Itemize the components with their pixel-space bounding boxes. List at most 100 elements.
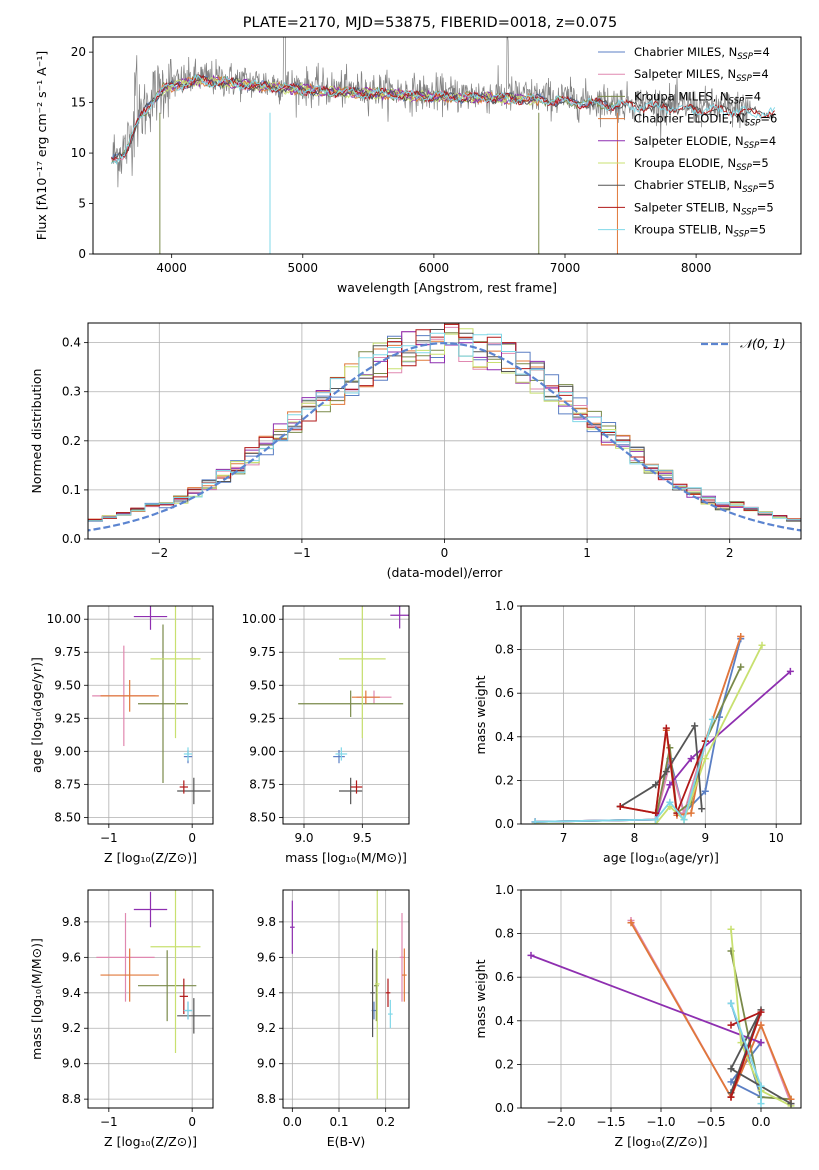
x-tick-label: −1.0 — [646, 1115, 675, 1129]
plot-area-age-vs-mass — [283, 606, 409, 824]
x-tick-label: 0 — [188, 1115, 196, 1129]
weight-point — [758, 641, 766, 649]
legend-subscript: SSP — [734, 230, 750, 240]
errorbar-salpeter-elodie — [133, 891, 168, 928]
spectrum-model-salpeter-stelib — [111, 74, 776, 161]
errorbar-salpeter-miles — [399, 913, 405, 1002]
axes-frame — [282, 605, 410, 825]
plot-area-weight-vs-age — [521, 606, 801, 824]
spectrum-model-kroupa-stelib — [111, 73, 776, 165]
axes-frame — [87, 322, 802, 540]
errorbar-chabrier-stelib — [339, 777, 363, 805]
legend-label: Kroupa MILES, NSSP=4 — [634, 89, 761, 106]
legend-count: =4 — [759, 134, 776, 148]
legend-count: =4 — [753, 45, 770, 59]
weight-point — [652, 809, 660, 817]
y-tick-label: 8.8 — [257, 1092, 276, 1106]
y-tick-label: 9.0 — [257, 1057, 276, 1071]
errorbar-chabrier-elodie — [100, 948, 159, 1002]
legend-subscript: SSP — [729, 96, 745, 106]
errorbar-chabrier-stelib — [370, 948, 375, 1038]
weight-series-kroupa-stelib — [727, 999, 765, 1108]
y-tick-label: 9.25 — [54, 711, 81, 725]
weight-point — [680, 816, 688, 824]
y-tick-label: 9.75 — [54, 645, 81, 659]
legend-count: =5 — [749, 223, 766, 237]
plot-area-residuals — [88, 323, 801, 539]
weight-point — [652, 816, 660, 824]
weight-point — [727, 1093, 735, 1101]
y-tick-label: 0.2 — [62, 434, 81, 448]
y-tick-label: 8.75 — [54, 777, 81, 791]
weight-point — [701, 787, 709, 795]
y-tick-label: 0.4 — [62, 336, 81, 350]
x-tick-label: −2.0 — [546, 1115, 575, 1129]
y-tick-label: 0.1 — [62, 483, 81, 497]
weight-point — [687, 809, 695, 817]
x-tick-label: −1 — [100, 1115, 118, 1129]
weight-point — [687, 755, 695, 763]
legend-count: =4 — [744, 89, 761, 103]
y-tick-label: 9.8 — [62, 915, 81, 929]
weight-point — [727, 1021, 735, 1029]
normal-curve — [88, 342, 801, 532]
weight-point — [701, 755, 709, 763]
x-tick-label: 10 — [769, 831, 784, 845]
y-axis-label: Flux [fλ10⁻¹⁷ erg cm⁻² s⁻¹ A⁻¹] — [34, 51, 49, 240]
x-axis-label: E(B-V) — [327, 1134, 366, 1149]
legend-count: =5 — [758, 178, 775, 192]
axes-frame — [520, 605, 802, 825]
weight-series-salpeter-stelib — [727, 1008, 765, 1101]
weight-series-salpeter-elodie — [527, 951, 765, 1047]
weight-point — [757, 1039, 765, 1047]
weight-point — [616, 803, 624, 811]
weight-point — [531, 818, 539, 824]
weight-point — [757, 1008, 765, 1016]
weight-point — [727, 925, 735, 933]
weight-point — [757, 1021, 765, 1029]
legend-label: Chabrier MILES, NSSP=4 — [634, 45, 770, 62]
weight-point — [786, 667, 794, 675]
y-tick-label: 0.4 — [495, 730, 514, 744]
x-tick-label: 9 — [701, 831, 709, 845]
y-tick-label: 9.4 — [62, 986, 81, 1000]
x-tick-label: 1 — [583, 546, 591, 560]
y-tick-label: 0.6 — [495, 970, 514, 984]
errorbar-kroupa-elodie — [150, 890, 201, 1054]
y-tick-label: 8.75 — [249, 777, 276, 791]
y-axis-label: age [log₁₀(age/yr)] — [29, 657, 44, 773]
weight-point — [737, 633, 745, 641]
spectrum-data-line — [112, 37, 752, 188]
y-tick-label: 9.00 — [54, 744, 81, 758]
weight-line — [630, 922, 792, 1100]
legend-label: 𝒩(0, 1) — [740, 336, 786, 351]
y-tick-label: 9.2 — [62, 1021, 81, 1035]
weight-point — [727, 1078, 735, 1086]
x-tick-label: 5000 — [288, 261, 319, 275]
y-tick-label: 8.8 — [62, 1092, 81, 1106]
x-tick-label: 6000 — [419, 261, 450, 275]
x-axis-label: Z [log₁₀(Z/Z⊙)] — [104, 850, 197, 865]
weight-line — [730, 929, 792, 1107]
x-axis-label: wavelength [Angstrom, rest frame] — [337, 280, 557, 295]
y-tick-label: 0.8 — [495, 927, 514, 941]
errorbar-chabrier-elodie — [351, 690, 380, 704]
axes-mass-vs-ebv: 0.0 0.1 0.2 8.8 9.0 9.2 9.4 9.6 9.8 E(B-V) — [257, 889, 410, 1149]
legend-label: Chabrier ELODIE, NSSP=6 — [634, 112, 777, 129]
y-tick-label: 0.3 — [62, 385, 81, 399]
weight-point — [737, 1039, 745, 1047]
y-tick-label: 9.0 — [62, 1057, 81, 1071]
legend-count: =4 — [752, 67, 769, 81]
weight-line — [535, 666, 742, 823]
y-tick-label: 0.4 — [495, 1014, 514, 1028]
errorbar-chabrier-elodie — [402, 948, 407, 1002]
x-tick-label: 0.1 — [329, 1115, 348, 1129]
y-tick-label: 8.50 — [54, 810, 81, 824]
y-axis-label: mass weight — [473, 675, 488, 754]
legend-count: =6 — [760, 112, 777, 126]
x-tick-label: 8 — [631, 831, 639, 845]
axes-residuals: −2 −1 0 1 2 0.0 0.1 0.2 0.3 0.4 (data-model)/error… — [29, 322, 802, 580]
y-tick-label: 0.0 — [495, 1101, 514, 1115]
y-tick-label: 9.50 — [54, 678, 81, 692]
